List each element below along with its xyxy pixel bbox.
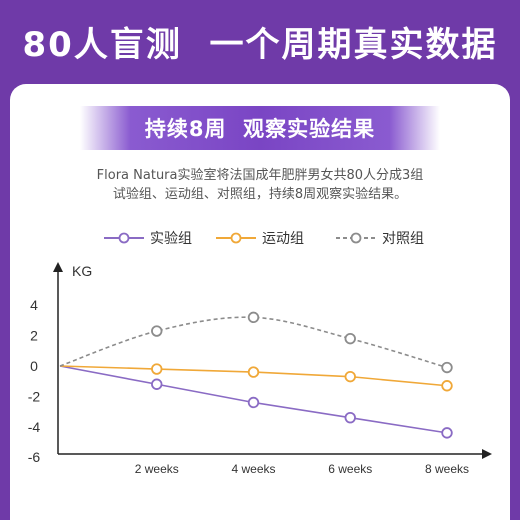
section-banner: 持续8周 观察实验结果 xyxy=(80,106,440,150)
legend-item-exercise: 运动组 xyxy=(216,226,304,250)
y-tick-label: 2 xyxy=(30,328,38,344)
y-tick-label: 0 xyxy=(30,358,38,374)
description-line-2: 试验组、运动组、对照组，持续8周观察实验结果。 xyxy=(112,187,408,202)
legend-label-exercise: 运动组 xyxy=(262,231,304,247)
data-point-experimental xyxy=(247,396,260,409)
data-point-experimental xyxy=(151,378,163,390)
legend-item-control: 对照组 xyxy=(336,226,424,250)
content-card: 持续8周 观察实验结果 Flora Natura实验室将法国成年肥胖男女共80人… xyxy=(10,84,510,520)
data-point-control xyxy=(247,311,260,324)
banner-title: 持续8周 观察实验结果 xyxy=(144,117,376,141)
legend-swatch-experimental xyxy=(104,232,144,244)
data-point-experimental xyxy=(344,411,356,424)
legend-swatch-control xyxy=(336,232,376,244)
header: 80人盲测 一个周期真实数据 xyxy=(0,0,520,82)
y-tick-label: -6 xyxy=(28,449,41,465)
x-tick-label: 8 weeks xyxy=(425,462,469,476)
data-point-exercise xyxy=(344,370,356,383)
data-point-experimental xyxy=(441,427,453,439)
y-tick-label: 4 xyxy=(30,297,38,313)
x-tick-label: 6 weeks xyxy=(328,462,372,476)
y-tick-label: -4 xyxy=(28,419,41,435)
legend-label-control: 对照组 xyxy=(382,231,424,247)
series-line-control xyxy=(59,316,448,369)
data-point-exercise xyxy=(247,366,260,378)
legend-item-experimental: 实验组 xyxy=(104,226,192,250)
y-tick-label: -2 xyxy=(28,388,41,404)
chart-legend: 实验组 运动组 对照组 xyxy=(10,226,510,250)
y-axis-arrow xyxy=(53,262,63,272)
x-tick-label: 4 weeks xyxy=(231,462,275,476)
data-point-control xyxy=(151,325,163,337)
data-point-exercise xyxy=(441,380,453,392)
x-axis-arrow xyxy=(482,449,492,459)
x-tick-label: 2 weeks xyxy=(135,462,179,476)
description: Flora Natura实验室将法国成年肥胖男女共80人分成3组 试验组、运动组… xyxy=(10,166,510,204)
legend-swatch-exercise xyxy=(216,232,256,244)
data-point-control xyxy=(344,332,356,345)
page-title: 80人盲测 一个周期真实数据 xyxy=(22,24,498,65)
data-point-exercise xyxy=(151,363,163,375)
description-line-1: Flora Natura实验室将法国成年肥胖男女共80人分成3组 xyxy=(96,168,424,183)
data-point-control xyxy=(441,361,453,374)
legend-label-experimental: 实验组 xyxy=(150,231,192,247)
y-axis-label: KG xyxy=(72,263,92,279)
